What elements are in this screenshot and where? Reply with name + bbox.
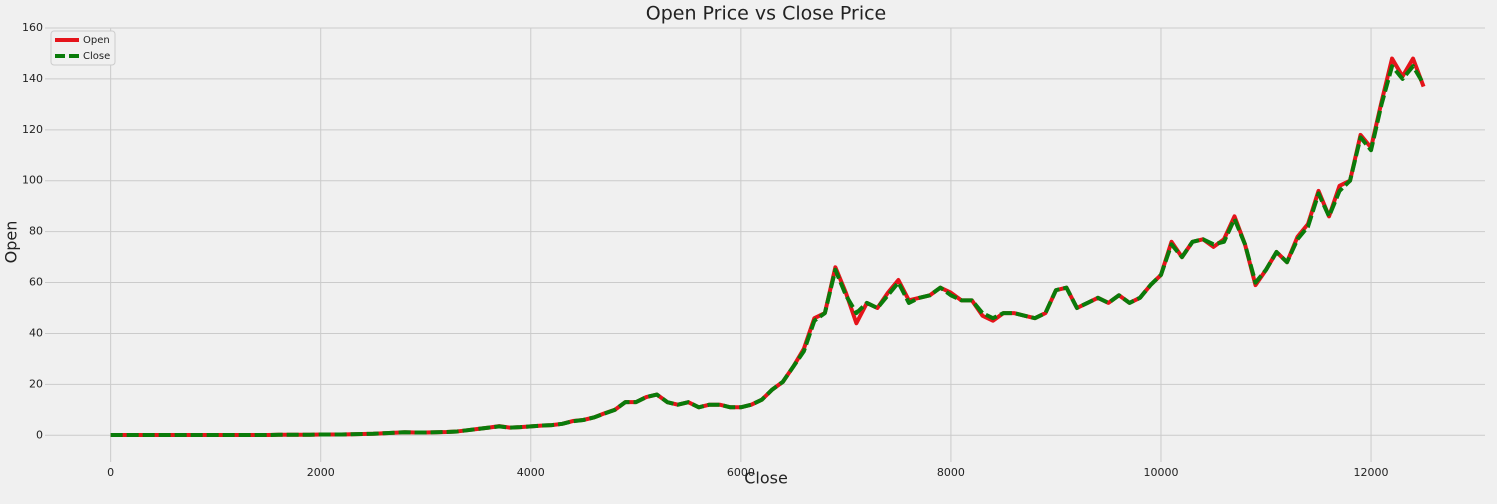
x-tick-label: 2000 <box>307 466 335 479</box>
y-axis-label: Open <box>2 221 21 264</box>
x-tick-label: 0 <box>107 466 114 479</box>
y-tick-label: 0 <box>36 428 43 441</box>
y-tick-label: 140 <box>22 72 43 85</box>
x-tick-label: 8000 <box>937 466 965 479</box>
y-tick-label: 100 <box>22 174 43 187</box>
x-axis-label: Close <box>744 469 788 488</box>
x-tick-label: 12000 <box>1354 466 1389 479</box>
y-tick-label: 40 <box>29 326 43 339</box>
y-tick-label: 120 <box>22 123 43 136</box>
y-tick-label: 60 <box>29 276 43 289</box>
x-tick-label: 4000 <box>517 466 545 479</box>
x-tick-label: 10000 <box>1143 466 1178 479</box>
y-tick-label: 160 <box>22 21 43 34</box>
line-series <box>110 64 1426 438</box>
chart-title: Open Price vs Close Price <box>646 3 887 25</box>
legend-label: Open <box>83 35 110 46</box>
y-tick-label: 20 <box>29 377 43 390</box>
x-tick-label: 6000 <box>727 466 755 479</box>
legend-label: Close <box>83 51 110 62</box>
y-tick-label: 80 <box>29 225 43 238</box>
